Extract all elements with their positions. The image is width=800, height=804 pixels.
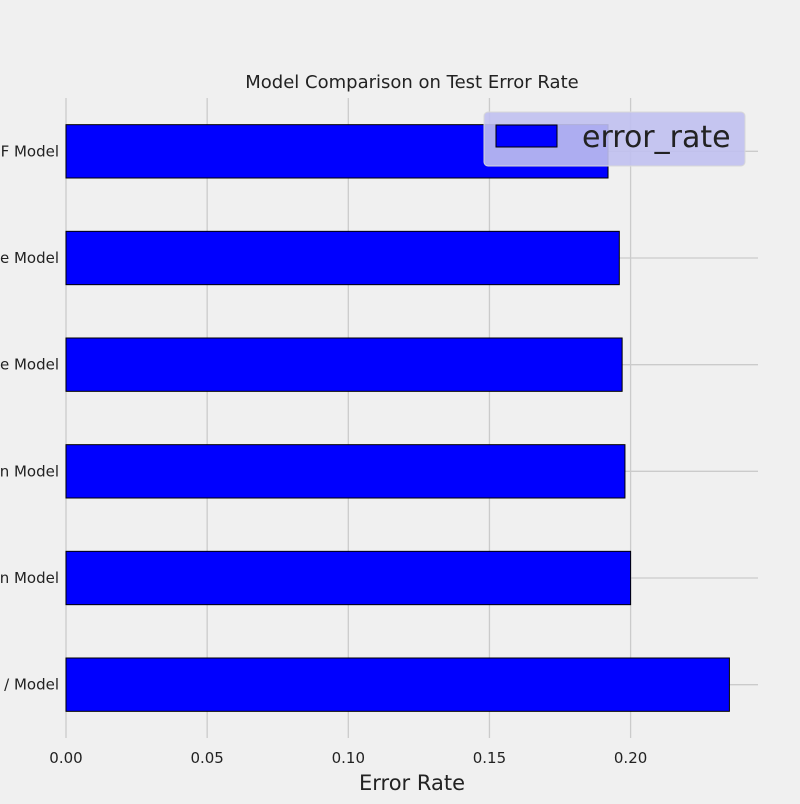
y-tick-label: F Model [1,142,59,160]
x-axis-label: Error Rate [359,771,465,795]
y-tick-label: n Model [0,569,59,587]
x-tick-label: 0.10 [332,749,365,767]
y-tick-label: e Model [0,249,59,267]
bar [65,337,623,392]
x-tick-label: 0.15 [473,749,506,767]
x-tick-label: 0.00 [49,749,82,767]
chart-title: Model Comparison on Test Error Rate [245,72,578,93]
legend: error_rate [483,111,746,167]
bar [65,444,626,499]
y-tick-label: n Model [0,462,59,480]
bar [65,230,620,286]
x-tick-label: 0.05 [190,749,223,767]
bar [65,657,730,712]
bars [65,124,730,712]
y-tick-labels: F Model e Model e Model n Model n Model / Mod… [0,142,59,693]
legend-swatch [495,124,558,148]
grid-lines [65,98,758,738]
x-tick-label: 0.20 [614,749,647,767]
y-tick-label: / Model [4,676,59,694]
bar [65,550,632,606]
x-tick-labels: 0.00 0.05 0.10 0.15 0.20 [49,749,647,767]
legend-label: error_rate [582,120,731,155]
y-tick-label: e Model [0,356,59,374]
